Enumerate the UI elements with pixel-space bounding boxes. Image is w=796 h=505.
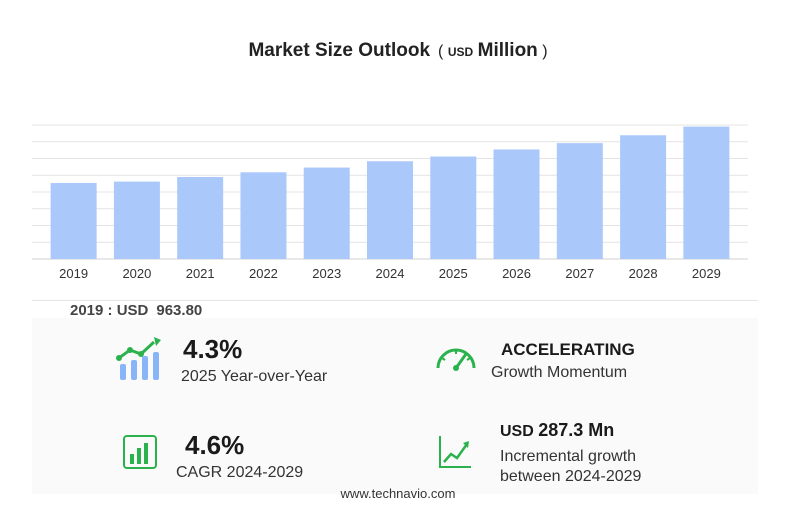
momentum-stat: ACCELERATING <box>501 340 635 360</box>
base-year-value: 963.80 <box>156 302 203 319</box>
line-chart-icon <box>439 436 471 468</box>
yoy-value: 4.3% <box>183 334 243 364</box>
x-tick-label: 2022 <box>249 266 278 281</box>
cagr-value: 4.6% <box>185 430 245 460</box>
x-tick-label: 2021 <box>186 266 215 281</box>
title-text: Market Size Outlook <box>248 40 431 61</box>
x-tick-label: 2023 <box>312 266 341 281</box>
growth-bars-icon <box>116 337 161 380</box>
bar-2023 <box>303 167 350 259</box>
x-tick-label: 2029 <box>692 266 721 281</box>
momentum-value: ACCELERATING <box>501 340 635 359</box>
base-year-label: 2019 : USD 963.80 <box>70 302 202 319</box>
yoy-label-wrap: 2025 Year-over-Year <box>181 368 327 386</box>
cagr-label-wrap: CAGR 2024-2029 <box>176 464 303 482</box>
cagr-label: CAGR 2024-2029 <box>176 464 304 481</box>
base-year-text: 2019 : USD <box>70 302 149 319</box>
x-tick-label: 2026 <box>502 266 531 281</box>
unit-scale: Million <box>477 40 538 61</box>
bar-2024 <box>367 161 413 259</box>
bar-2027 <box>556 143 603 259</box>
bar-2028 <box>620 135 667 259</box>
x-tick-label: 2028 <box>629 266 658 281</box>
stats-panel <box>32 318 758 494</box>
x-tick-label: 2020 <box>122 266 151 281</box>
x-tick-label: 2027 <box>565 266 594 281</box>
bar-2026 <box>493 149 540 259</box>
unit-currency: USD <box>447 45 474 59</box>
incremental-stat: USD 287.3 Mn <box>500 420 614 441</box>
bar-2029 <box>683 126 730 259</box>
momentum-label-wrap: Growth Momentum <box>491 364 627 382</box>
source-footer: www.technavio.com <box>340 486 456 501</box>
title-unit: ( USD Million ) <box>438 40 548 61</box>
bar-chart-icon <box>123 435 157 469</box>
bar-2022 <box>240 172 287 259</box>
incremental-currency: USD <box>500 423 534 440</box>
incremental-label-wrap: Incremental growth between 2024-2029 <box>500 448 641 486</box>
momentum-label: Growth Momentum <box>491 364 628 381</box>
cagr-stat: 4.6% <box>185 430 244 461</box>
incremental-label-line1: Incremental growth <box>500 448 637 465</box>
unit-close: ) <box>542 43 548 60</box>
incremental-value: 287.3 Mn <box>538 420 615 440</box>
separator-line <box>32 300 758 301</box>
incremental-label-line2: between 2024-2029 <box>500 468 642 485</box>
bar-2025 <box>430 156 477 259</box>
yoy-stat: 4.3% <box>183 334 242 365</box>
bar-chart: 2019 2020 2021 2022 2023 2024 2025 2026 2027 2028… <box>32 124 748 281</box>
x-tick-label: 2019 <box>59 266 88 281</box>
chart-title: Market Size Outlook ( USD Million ) <box>0 40 796 62</box>
bar-2020 <box>113 181 160 259</box>
speedometer-icon <box>436 348 476 371</box>
x-tick-label: 2025 <box>439 266 468 281</box>
unit-open: ( <box>438 43 444 60</box>
bar-2019 <box>50 183 97 259</box>
bar-2021 <box>177 177 224 259</box>
x-tick-label: 2024 <box>376 266 405 281</box>
yoy-label: 2025 Year-over-Year <box>181 368 328 385</box>
